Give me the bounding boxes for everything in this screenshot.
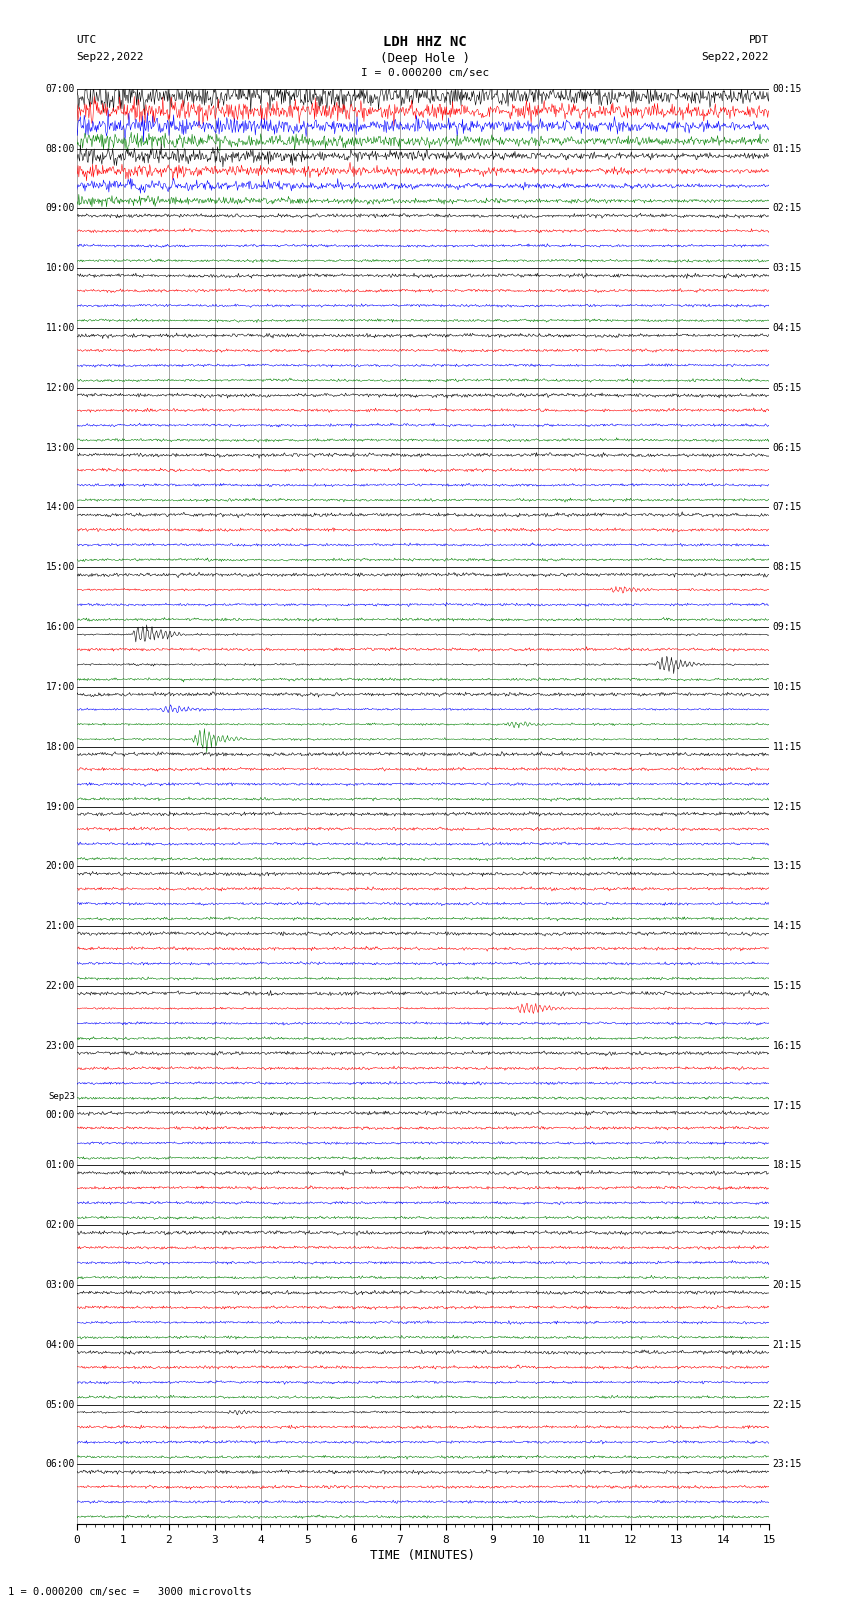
Text: UTC: UTC [76, 35, 97, 45]
Text: 16:15: 16:15 [773, 1040, 802, 1050]
Text: 14:15: 14:15 [773, 921, 802, 931]
Text: 17:15: 17:15 [773, 1100, 802, 1111]
Text: 09:15: 09:15 [773, 623, 802, 632]
Text: 20:00: 20:00 [45, 861, 75, 871]
Text: 00:00: 00:00 [45, 1110, 75, 1121]
Text: 08:15: 08:15 [773, 563, 802, 573]
Text: 11:15: 11:15 [773, 742, 802, 752]
Text: 18:00: 18:00 [45, 742, 75, 752]
Text: 18:15: 18:15 [773, 1160, 802, 1171]
Text: 19:00: 19:00 [45, 802, 75, 811]
Text: 01:00: 01:00 [45, 1160, 75, 1171]
Text: 12:15: 12:15 [773, 802, 802, 811]
Text: 04:15: 04:15 [773, 323, 802, 332]
X-axis label: TIME (MINUTES): TIME (MINUTES) [371, 1548, 475, 1561]
Text: 13:15: 13:15 [773, 861, 802, 871]
Text: Sep22,2022: Sep22,2022 [702, 52, 769, 61]
Text: 15:15: 15:15 [773, 981, 802, 990]
Text: 19:15: 19:15 [773, 1219, 802, 1231]
Text: 03:15: 03:15 [773, 263, 802, 273]
Text: 20:15: 20:15 [773, 1281, 802, 1290]
Text: 06:15: 06:15 [773, 442, 802, 453]
Text: 15:00: 15:00 [45, 563, 75, 573]
Text: 05:15: 05:15 [773, 382, 802, 394]
Text: 07:15: 07:15 [773, 502, 802, 513]
Text: 00:15: 00:15 [773, 84, 802, 94]
Text: Sep23: Sep23 [48, 1092, 75, 1100]
Text: 16:00: 16:00 [45, 623, 75, 632]
Text: 07:00: 07:00 [45, 84, 75, 94]
Text: (Deep Hole ): (Deep Hole ) [380, 52, 470, 65]
Text: 23:00: 23:00 [45, 1040, 75, 1050]
Text: 22:15: 22:15 [773, 1400, 802, 1410]
Text: Sep22,2022: Sep22,2022 [76, 52, 144, 61]
Text: 10:15: 10:15 [773, 682, 802, 692]
Text: 06:00: 06:00 [45, 1460, 75, 1469]
Text: 08:00: 08:00 [45, 144, 75, 153]
Text: 17:00: 17:00 [45, 682, 75, 692]
Text: 13:00: 13:00 [45, 442, 75, 453]
Text: I = 0.000200 cm/sec: I = 0.000200 cm/sec [361, 68, 489, 77]
Text: 10:00: 10:00 [45, 263, 75, 273]
Text: 23:15: 23:15 [773, 1460, 802, 1469]
Text: 12:00: 12:00 [45, 382, 75, 394]
Text: 21:15: 21:15 [773, 1340, 802, 1350]
Text: 1 = 0.000200 cm/sec =   3000 microvolts: 1 = 0.000200 cm/sec = 3000 microvolts [8, 1587, 252, 1597]
Text: 09:00: 09:00 [45, 203, 75, 213]
Text: 01:15: 01:15 [773, 144, 802, 153]
Text: 11:00: 11:00 [45, 323, 75, 332]
Text: 03:00: 03:00 [45, 1281, 75, 1290]
Text: LDH HHZ NC: LDH HHZ NC [383, 35, 467, 50]
Text: 21:00: 21:00 [45, 921, 75, 931]
Text: 05:00: 05:00 [45, 1400, 75, 1410]
Text: 02:00: 02:00 [45, 1219, 75, 1231]
Text: PDT: PDT [749, 35, 769, 45]
Text: 04:00: 04:00 [45, 1340, 75, 1350]
Text: 14:00: 14:00 [45, 502, 75, 513]
Text: 22:00: 22:00 [45, 981, 75, 990]
Text: 02:15: 02:15 [773, 203, 802, 213]
